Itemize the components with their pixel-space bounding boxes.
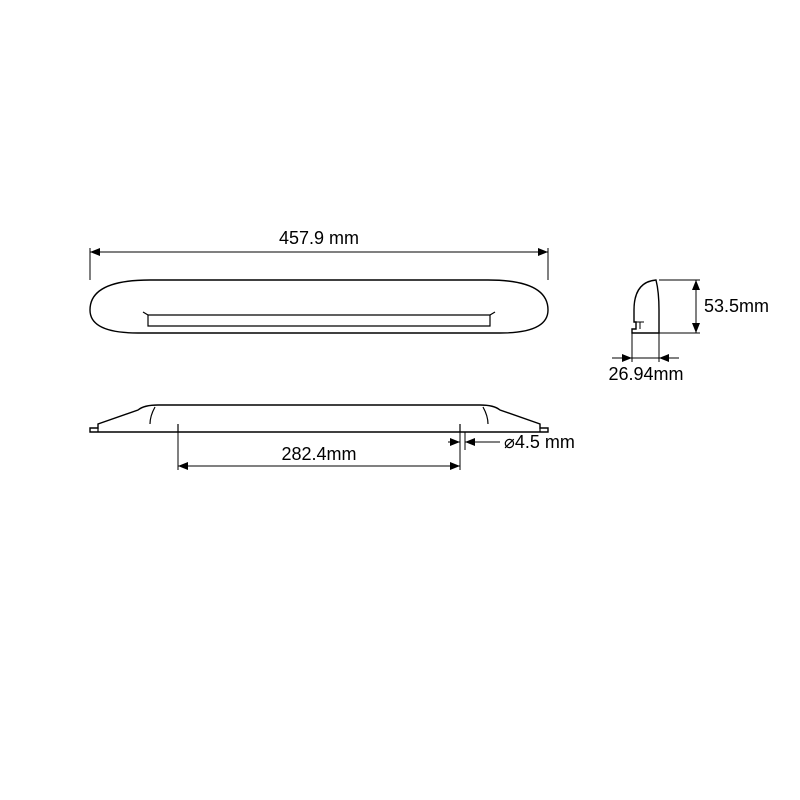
front-view xyxy=(90,280,548,333)
top-view xyxy=(90,405,548,432)
overall-length-label: 457.9 mm xyxy=(279,228,359,248)
hole-spacing-label: 282.4mm xyxy=(281,444,356,464)
dim-hole-diameter: ⌀4.5 mm xyxy=(448,432,575,452)
hole-diameter-label: ⌀4.5 mm xyxy=(504,432,575,452)
dim-overall-length: 457.9 mm xyxy=(90,228,548,280)
side-height-label: 53.5mm xyxy=(704,296,769,316)
side-view xyxy=(632,280,659,333)
dim-side-height: 53.5mm xyxy=(659,280,769,333)
dim-hole-spacing: 282.4mm xyxy=(178,432,460,470)
side-depth-label: 26.94mm xyxy=(608,364,683,384)
dim-side-depth: 26.94mm xyxy=(608,333,683,384)
